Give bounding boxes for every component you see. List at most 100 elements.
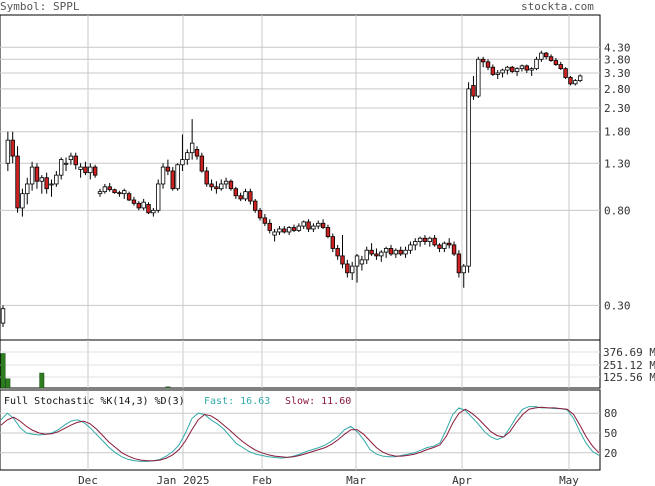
candle-up <box>461 265 466 274</box>
candle-up <box>383 248 389 253</box>
volume-bar <box>5 378 11 389</box>
candle-down <box>117 192 122 195</box>
stochastic-slow-line <box>0 406 600 462</box>
candle-up <box>59 159 64 176</box>
candle-down <box>248 191 253 202</box>
candle-up <box>403 249 408 255</box>
volume-bar <box>165 386 171 389</box>
candle-down <box>558 64 563 70</box>
candle-up <box>151 209 156 214</box>
candle-down <box>209 183 214 188</box>
candle-up <box>349 265 355 274</box>
candle-up <box>185 152 190 161</box>
candle-down <box>44 177 49 190</box>
symbol-label: Symbol: SPPL <box>0 0 80 13</box>
candle-down <box>345 263 350 274</box>
candle-up <box>379 251 384 257</box>
candle-down <box>238 195 243 200</box>
candle-up <box>277 228 282 233</box>
price-tick-label: 2.30 <box>604 102 631 115</box>
x-axis-label: Dec <box>78 474 98 486</box>
candle-down <box>214 186 219 190</box>
candle-down <box>131 199 137 204</box>
candle-down <box>325 227 331 238</box>
candle-up <box>243 191 248 200</box>
candle-down <box>374 253 379 257</box>
x-axis-label: Apr <box>452 474 472 486</box>
candle-down <box>451 244 457 255</box>
brand-link[interactable]: stockta.com <box>521 0 594 13</box>
candle-down <box>92 166 98 176</box>
candle-down <box>228 180 234 190</box>
candle-up <box>0 308 6 324</box>
candle-down <box>73 155 78 166</box>
candle-up <box>354 255 360 267</box>
candle-down <box>490 66 496 75</box>
candle-up <box>155 183 161 211</box>
candle-up <box>364 249 369 261</box>
volume-tick-label: 251.12 M <box>603 359 655 372</box>
candle-down <box>136 202 141 209</box>
candle-up <box>529 68 534 71</box>
candle-down <box>10 139 15 157</box>
candle-down <box>112 189 117 194</box>
candle-down <box>388 248 394 255</box>
x-axis-label: Feb <box>252 474 272 486</box>
stochastic-tick-label: 80 <box>604 407 617 420</box>
candle-up <box>393 249 399 255</box>
candle-down <box>510 66 515 72</box>
candle-up <box>301 221 306 227</box>
candle-up <box>495 72 500 75</box>
candle-up <box>519 65 525 70</box>
candle-down <box>422 237 428 242</box>
candle-up <box>25 183 30 195</box>
candle-down <box>252 200 258 211</box>
candle-up <box>122 190 127 195</box>
x-axis-label: May <box>559 474 579 486</box>
candle-down <box>437 244 442 249</box>
candle-down <box>257 209 263 219</box>
candle-up <box>68 155 74 161</box>
candle-down <box>107 186 112 191</box>
candle-up <box>427 237 432 242</box>
volume-tick-label: 125.56 M <box>603 371 655 384</box>
candle-up <box>39 177 44 182</box>
candle-up <box>49 183 54 186</box>
candle-down <box>204 170 209 185</box>
candle-up <box>78 166 83 170</box>
candle-down <box>369 249 374 255</box>
candle-up <box>286 227 292 233</box>
candle-down <box>15 155 20 209</box>
candle-up <box>476 58 481 97</box>
candle-up <box>413 241 418 246</box>
stochastic-panel-frame <box>0 389 601 471</box>
candle-down <box>83 166 88 174</box>
candle-up <box>311 225 316 230</box>
candle-down <box>432 237 437 246</box>
candles <box>0 50 583 328</box>
candle-up <box>88 166 93 174</box>
candle-up <box>63 162 69 165</box>
candle-up <box>175 164 180 190</box>
candle-down <box>34 166 40 182</box>
volume-bars <box>0 353 171 389</box>
candle-up <box>316 222 321 227</box>
volume-panel-frame <box>0 339 601 389</box>
candle-up <box>466 88 471 267</box>
candle-down <box>524 65 529 71</box>
stochastic-tick-label: 50 <box>604 427 617 440</box>
candle-down <box>446 242 452 246</box>
candle-down <box>233 188 238 197</box>
fast-value: 16.63 <box>240 396 271 407</box>
candle-down <box>320 222 326 228</box>
candle-up <box>573 80 578 85</box>
price-tick-label: 0.30 <box>604 299 631 312</box>
candle-down <box>398 249 403 255</box>
candle-up <box>5 139 11 164</box>
price-axis: 4.303.803.30 2.80 2.30 1.80 1.30 0.80 0.30 <box>604 41 631 312</box>
slow-label: Slow: <box>285 396 316 407</box>
stochastic-tick-label: 20 <box>604 447 617 460</box>
candle-up <box>500 69 505 74</box>
